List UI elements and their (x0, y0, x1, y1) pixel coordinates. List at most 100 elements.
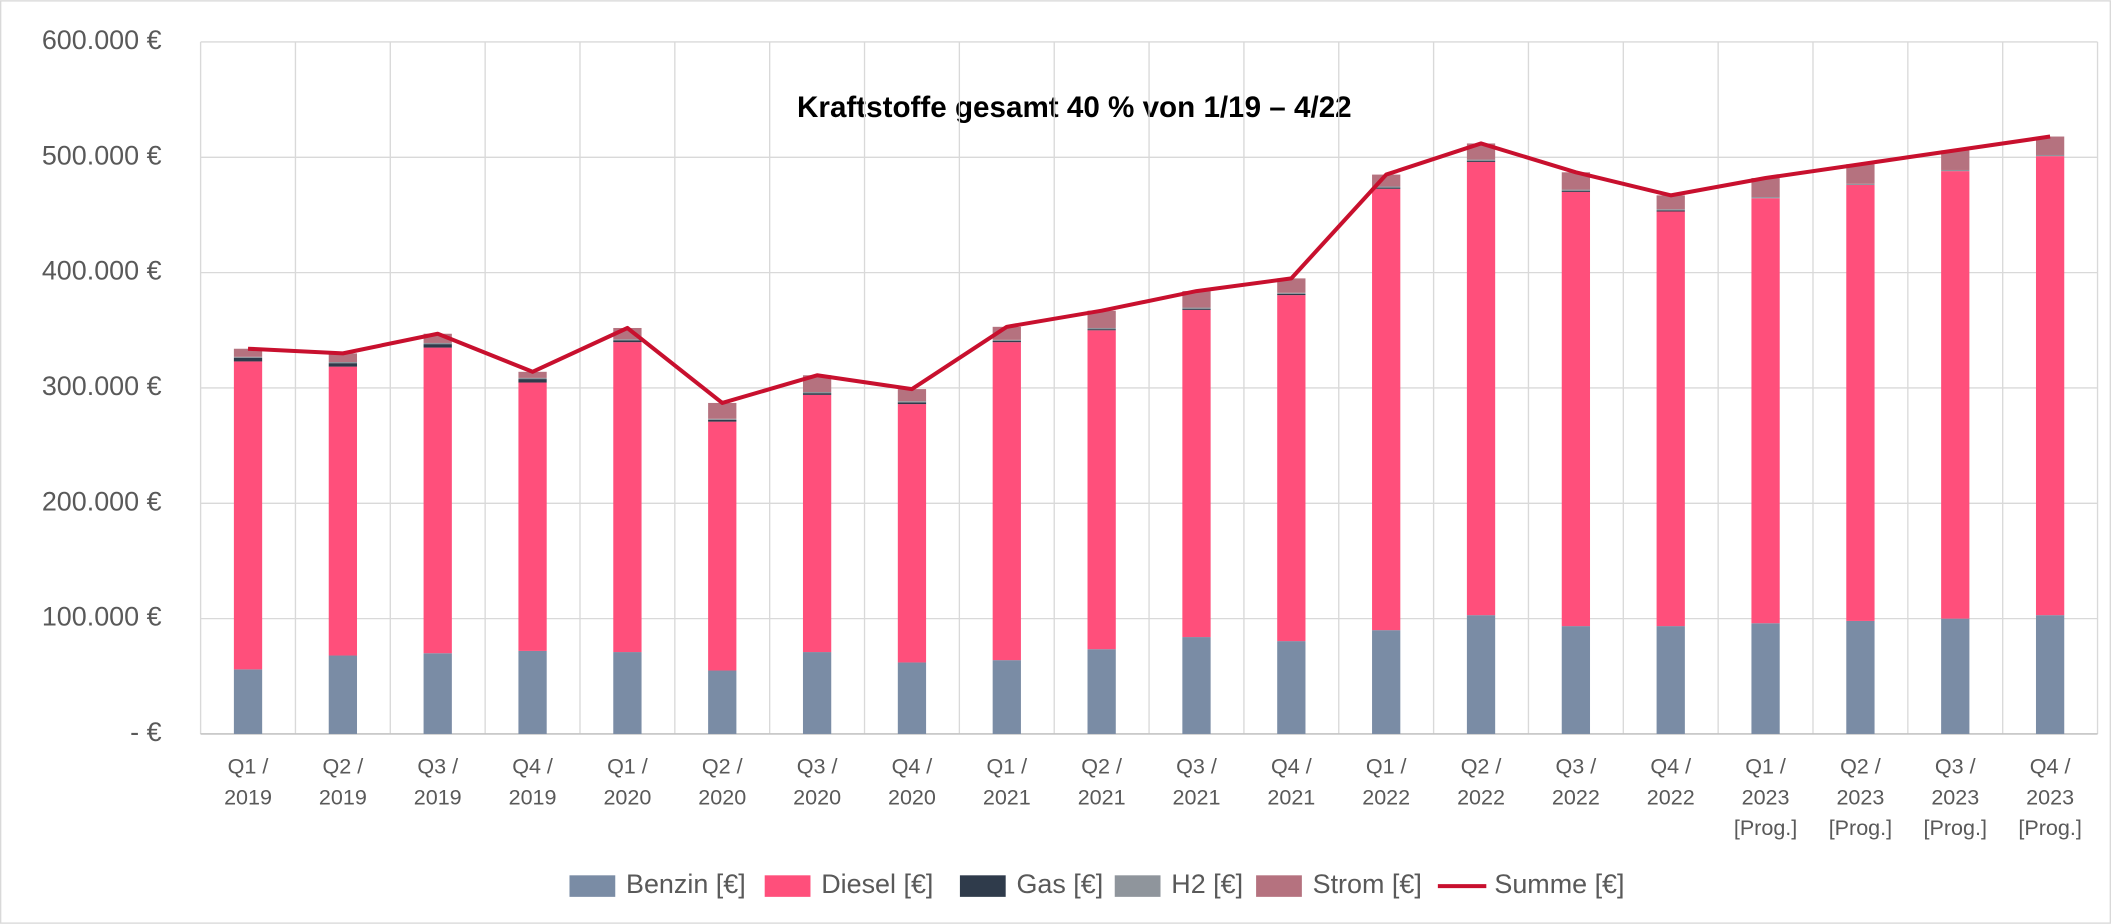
x-tick-label: Q2 / (1461, 754, 1502, 778)
bar-segment (1277, 278, 1306, 293)
legend-label: Strom [€] (1313, 869, 1422, 899)
x-tick-label: 2023 (1931, 785, 1979, 809)
bar-segment (2035, 615, 2065, 734)
sum-line (247, 134, 2051, 405)
bar-segment (1087, 330, 1116, 650)
bar-segment (992, 660, 1021, 734)
bar-segment (708, 670, 737, 734)
x-tick-label: 2020 (698, 785, 746, 809)
bar-segment (1846, 183, 1875, 185)
bar-segment (1087, 649, 1116, 734)
x-tick-label: Q1 / (1745, 754, 1786, 778)
y-tick-label: 600.000 € (42, 25, 162, 55)
bar-segment (613, 327, 642, 340)
x-tick-label: Q3 / (1556, 754, 1597, 778)
bar-segment (328, 362, 358, 364)
x-tick-label: [Prog.] (1924, 816, 1987, 840)
bar-segment (2035, 156, 2065, 616)
x-tick-label: [Prog.] (2018, 816, 2081, 840)
bar-segment (1751, 197, 1780, 199)
x-tick-label: Q2 / (1081, 754, 1122, 778)
bar-segment (1466, 161, 1496, 616)
bar-segment (708, 421, 737, 671)
bar-segment (233, 357, 263, 362)
bar-segment (1182, 309, 1211, 638)
chart-title: Kraftstoffe gesamt 40 % von 1/19 – 4/22 (797, 91, 1352, 124)
bar-segment (1087, 329, 1116, 331)
x-tick-label: 2019 (414, 785, 462, 809)
legend-swatch (1114, 875, 1161, 897)
x-tick-label: 2021 (1173, 785, 1221, 809)
x-tick-label: 2023 (2026, 785, 2074, 809)
bar-segment (423, 347, 452, 654)
bar-segment (708, 418, 737, 420)
bar-segment (708, 419, 737, 422)
legend-swatch (1256, 875, 1302, 897)
bar-segment (328, 363, 358, 367)
bar-segment (802, 375, 832, 392)
bar-segment (1277, 292, 1306, 294)
legend-label: H2 [€] (1171, 869, 1243, 899)
legend-label: Benzin [€] (626, 869, 746, 899)
bar-segment (2035, 136, 2065, 155)
x-tick-label: 2021 (983, 785, 1031, 809)
legend-swatch (569, 875, 616, 897)
bar-segment (1372, 187, 1401, 189)
bar-segment (897, 662, 927, 734)
x-tick-label: 2019 (224, 785, 272, 809)
bar-segment (1656, 210, 1685, 212)
bar-segment (328, 353, 358, 363)
bar-segment (1277, 293, 1306, 296)
y-tick-label: - € (130, 717, 161, 747)
x-tick-label: 2019 (319, 785, 367, 809)
bar-segment (328, 655, 358, 734)
x-tick-label: Q1 / (228, 754, 269, 778)
bar-segment (992, 339, 1021, 342)
x-tick-label: Q4 / (1271, 754, 1312, 778)
x-tick-label: Q4 / (512, 754, 553, 778)
bar-segment (328, 366, 358, 656)
x-tick-label: 2022 (1552, 785, 1600, 809)
bar-segment (1466, 615, 1496, 734)
bar-segment (1466, 159, 1496, 161)
y-tick-label: 300.000 € (42, 371, 162, 401)
bar-segment (423, 333, 452, 343)
bar-segment (423, 344, 452, 348)
bar-segment (1561, 190, 1591, 192)
legend-swatch (764, 875, 811, 897)
bar-segment (1751, 623, 1780, 734)
x-tick-label: 2021 (1267, 785, 1315, 809)
bar-segment (233, 669, 263, 734)
y-tick-label: 100.000 € (42, 602, 162, 632)
bar-segment (897, 404, 927, 663)
x-tick-label: Q3 / (1935, 754, 1976, 778)
bar-segment (708, 402, 737, 419)
x-tick-label: 2022 (1647, 785, 1695, 809)
bar-segment (1372, 186, 1401, 188)
bar-segment (1561, 189, 1591, 191)
x-tick-label: Q4 / (892, 754, 933, 778)
bar-segment (1656, 626, 1685, 734)
legend-label: Diesel [€] (821, 869, 933, 899)
bar-segment (1656, 195, 1685, 210)
bar-segment (518, 379, 547, 383)
y-tick-label: 400.000 € (42, 256, 162, 286)
bar-segment (1846, 620, 1875, 734)
x-tick-label: Q3 / (797, 754, 838, 778)
bar-segment (1846, 164, 1875, 184)
bar-segment (1182, 308, 1211, 310)
bar-segment (1941, 171, 1970, 619)
legend-swatch (959, 875, 1006, 897)
bar-segment (1941, 169, 1970, 172)
bar-segment (518, 371, 547, 378)
x-tick-label: Q1 / (607, 754, 648, 778)
x-tick-label: Q1 / (1366, 754, 1407, 778)
bar-segment (518, 650, 547, 734)
bar-segment (1277, 295, 1306, 642)
bar-segment (233, 361, 263, 670)
bar-segment (1751, 178, 1780, 198)
y-tick-label: 200.000 € (42, 486, 162, 516)
x-tick-label: 2021 (1078, 785, 1126, 809)
bar-segment (897, 401, 927, 403)
